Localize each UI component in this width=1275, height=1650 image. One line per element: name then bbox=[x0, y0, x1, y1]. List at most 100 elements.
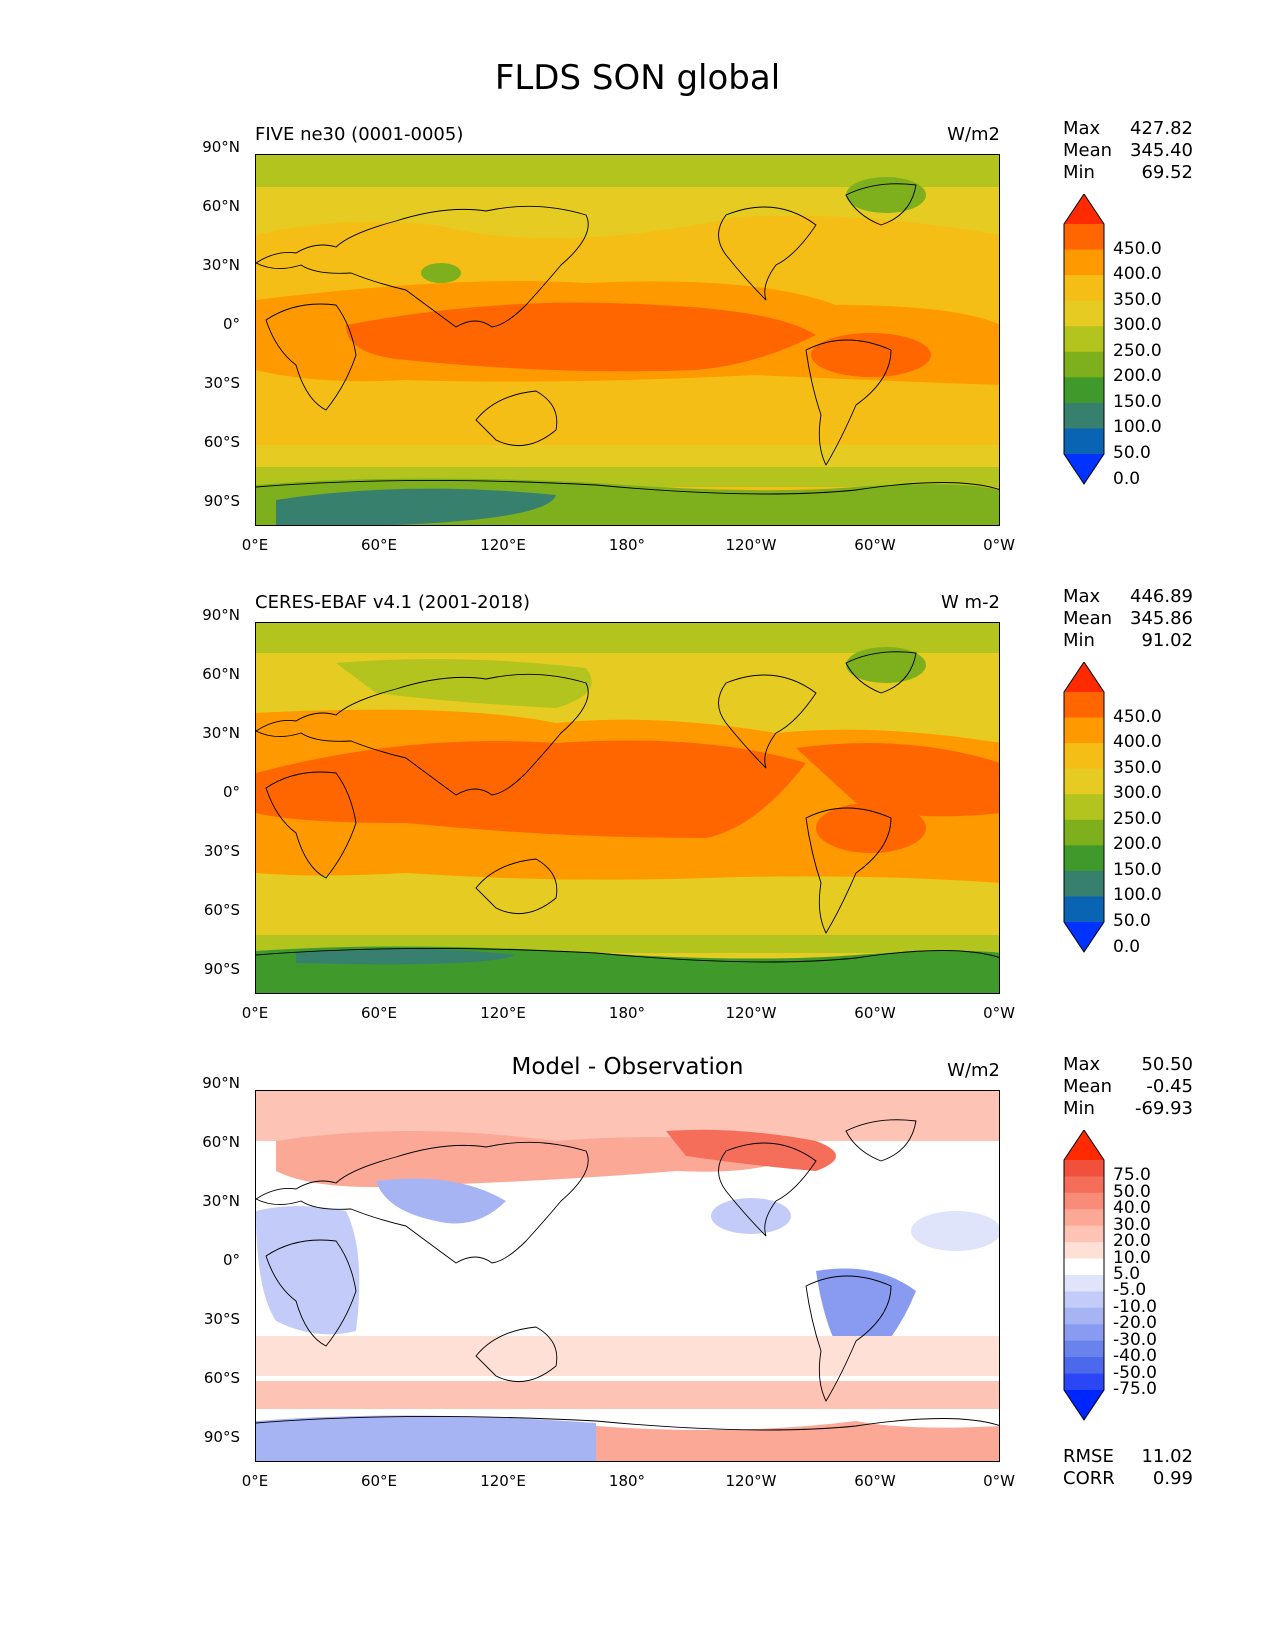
metric-label: CORR bbox=[1063, 1468, 1115, 1489]
colorbar-tick-label: 50.0 bbox=[1113, 1181, 1151, 1202]
stat-label: Mean bbox=[1063, 608, 1113, 629]
lat-label: 30°S bbox=[203, 374, 240, 392]
southern-positive bbox=[256, 1336, 999, 1376]
antarctic-plateau bbox=[296, 948, 516, 965]
amazon-warm bbox=[811, 333, 931, 377]
lat-label: 60°S bbox=[203, 1369, 240, 1387]
colorbar-tick-label: 10.0 bbox=[1113, 1247, 1151, 1268]
colorbar-segment bbox=[1064, 402, 1104, 429]
atlantic-negative bbox=[911, 1211, 999, 1251]
lon-label: 0°W bbox=[983, 536, 1015, 554]
colorbar-tick-label: -5.0 bbox=[1113, 1280, 1147, 1301]
panel-model: FIVE ne30 (0001-0005) W/m2 bbox=[0, 118, 1275, 578]
stat-label: Min bbox=[1063, 162, 1095, 183]
colorbar-segment bbox=[1064, 1160, 1104, 1177]
warm-pool bbox=[346, 302, 816, 372]
lat-label: 0° bbox=[222, 783, 240, 801]
colorbar-tick-label: 40.0 bbox=[1113, 1198, 1151, 1219]
colorbar-tick-label: 0.0 bbox=[1113, 468, 1141, 489]
colorbar-segment bbox=[1064, 1176, 1104, 1194]
lon-label: 60°W bbox=[854, 1004, 896, 1022]
colorbar-tick-label: 30.0 bbox=[1113, 1214, 1151, 1235]
colorbar-segment bbox=[1064, 300, 1104, 327]
panel-title: FIVE ne30 (0001-0005) bbox=[255, 124, 464, 145]
colorbar-tick-label: 400.0 bbox=[1113, 264, 1162, 285]
map-difference-svg bbox=[256, 1091, 999, 1461]
colorbar-cap-bottom bbox=[1064, 1390, 1104, 1420]
lat-label: 90°S bbox=[203, 960, 240, 978]
lat-label: 60°N bbox=[202, 197, 240, 215]
colorbar-segment bbox=[1064, 1291, 1104, 1309]
map-difference bbox=[255, 1090, 1000, 1462]
southern-band bbox=[256, 915, 999, 935]
stat-min: 69.52 bbox=[1141, 162, 1193, 183]
colorbar-tick-label: 150.0 bbox=[1113, 391, 1162, 412]
lon-label: 60°W bbox=[854, 536, 896, 554]
lat-label: 90°N bbox=[202, 606, 240, 624]
colorbar-segment bbox=[1064, 326, 1104, 353]
colorbar-segment bbox=[1064, 768, 1104, 795]
lon-label: 120°W bbox=[725, 1472, 777, 1490]
colorbar-cap-bottom bbox=[1064, 454, 1104, 484]
colorbar-tick-label: 350.0 bbox=[1113, 289, 1162, 310]
lon-label: 60°E bbox=[360, 1472, 398, 1490]
warm-pool bbox=[256, 740, 806, 838]
colorbar-segment bbox=[1064, 275, 1104, 302]
lat-label: 90°S bbox=[203, 492, 240, 510]
greenland-patch bbox=[846, 647, 926, 683]
lon-label: 120°E bbox=[480, 1004, 526, 1022]
lat-label: 60°N bbox=[202, 665, 240, 683]
colorbar-segment bbox=[1064, 1275, 1104, 1292]
pacific-negative bbox=[711, 1198, 791, 1234]
stats-block: Max 50.50 Mean -0.45 Min -69.93 bbox=[1063, 1054, 1193, 1120]
colorbar-segment bbox=[1064, 1242, 1104, 1260]
colorbar-segment bbox=[1064, 1209, 1104, 1227]
colorbar-outline bbox=[1063, 194, 1105, 485]
metric-label: RMSE bbox=[1063, 1446, 1114, 1467]
stat-max: 446.89 bbox=[1130, 586, 1193, 607]
colorbar-segment bbox=[1064, 794, 1104, 821]
coastlines bbox=[256, 1119, 999, 1431]
colorbar-tick-label: -10.0 bbox=[1113, 1296, 1157, 1317]
colorbar-tick-label: 100.0 bbox=[1113, 885, 1162, 906]
map-observation-svg bbox=[256, 623, 999, 993]
siberia-patch bbox=[336, 659, 592, 708]
panel-title: CERES-EBAF v4.1 (2001-2018) bbox=[255, 592, 531, 613]
lon-label: 120°E bbox=[480, 536, 526, 554]
colorbar-tick-label: -40.0 bbox=[1113, 1346, 1157, 1367]
colorbar-tick-label: 350.0 bbox=[1113, 757, 1162, 778]
colorbar-tick-label: -75.0 bbox=[1113, 1379, 1157, 1399]
map-model-svg bbox=[256, 155, 999, 525]
atlantic-warm bbox=[796, 743, 999, 817]
stats-block: Max 427.82 Mean 345.40 Min 69.52 bbox=[1063, 118, 1193, 184]
colorbar-tick-label: 50.0 bbox=[1113, 911, 1151, 931]
colorbar-segment bbox=[1064, 870, 1104, 897]
lon-label: 0°E bbox=[241, 1004, 269, 1022]
southern-band bbox=[256, 445, 999, 467]
panel-units: W m-2 bbox=[940, 592, 1000, 613]
panel-units: W/m2 bbox=[947, 124, 1000, 145]
stat-label: Max bbox=[1063, 118, 1101, 139]
colorbar-outline bbox=[1063, 1130, 1105, 1421]
lon-label: 0°W bbox=[983, 1004, 1015, 1022]
colorbar-cap-top bbox=[1064, 194, 1104, 224]
stat-mean: -0.45 bbox=[1146, 1076, 1193, 1097]
colorbar-tick-label: 450.0 bbox=[1113, 706, 1162, 727]
colorbar-segment bbox=[1064, 351, 1104, 378]
colorbar-segment bbox=[1064, 692, 1104, 719]
stat-mean: 345.40 bbox=[1130, 140, 1193, 161]
metric-rmse: 11.02 bbox=[1141, 1446, 1193, 1467]
colorbar-segment bbox=[1064, 1307, 1104, 1325]
colorbar-tick-label: 75.0 bbox=[1113, 1165, 1151, 1186]
lon-label: 0°E bbox=[241, 536, 269, 554]
colorbar-tick-label: -50.0 bbox=[1113, 1362, 1157, 1383]
lon-label: 120°W bbox=[725, 1004, 777, 1022]
colorbar-outline bbox=[1063, 662, 1105, 953]
stat-label: Min bbox=[1063, 1098, 1095, 1119]
metric-corr: 0.99 bbox=[1152, 1468, 1193, 1489]
colorbar-cap-bottom bbox=[1064, 922, 1104, 952]
colorbar bbox=[1063, 662, 1105, 953]
colorbar-segment bbox=[1064, 1258, 1104, 1276]
map-observation bbox=[255, 622, 1000, 994]
colorbar-segment bbox=[1064, 1225, 1104, 1243]
